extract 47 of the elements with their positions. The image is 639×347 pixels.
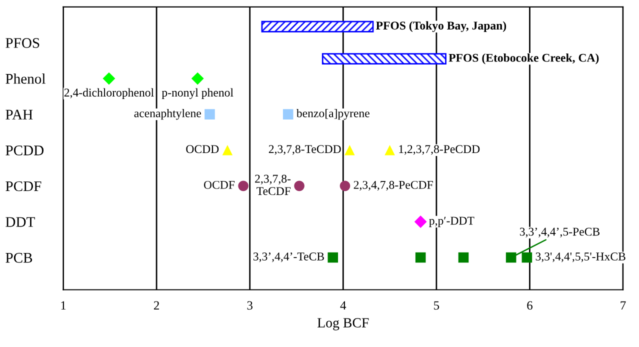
point — [191, 72, 204, 85]
point — [222, 144, 233, 156]
series-label: benzo[a]pyrene — [296, 108, 370, 120]
y-tick-label: PAH — [6, 110, 33, 120]
series-label: PFOS (Tokyo Bay, Japan) — [376, 21, 506, 32]
series-label: OCDF — [204, 180, 235, 189]
series-label: PFOS (Etobocoke Creek, CA) — [448, 53, 599, 64]
y-tick-label: DDT — [6, 217, 35, 227]
y-tick-label: PCDF — [6, 181, 42, 192]
y-tick-label: Phenol — [6, 73, 46, 84]
series-label: 1,2,3,7,8-PeCDD — [399, 145, 480, 155]
point — [328, 252, 338, 263]
point — [458, 252, 469, 263]
series-label: 2,3,7,8-TeCDD — [268, 145, 341, 155]
point — [414, 216, 427, 228]
point — [384, 144, 395, 156]
series-label: p-nonyl phenol — [162, 88, 234, 99]
point — [282, 109, 294, 120]
x-tick-label: 6 — [527, 301, 532, 310]
x-tick-label: 2 — [154, 301, 159, 310]
x-tick-label: 4 — [340, 301, 346, 310]
series-label: 2,3,7,8- TeCDF — [255, 174, 291, 196]
series-label: 2,4-dichlorophenol — [64, 88, 154, 99]
point — [506, 252, 516, 263]
y-tick-label: PCDD — [6, 146, 44, 156]
x-axis-title: Log BCF — [317, 318, 369, 330]
x-tick-label: 7 — [620, 301, 626, 310]
point — [344, 144, 355, 156]
y-tick-label: PFOS — [6, 38, 40, 48]
x-tick-label: 3 — [247, 301, 252, 310]
x-tick-label: 5 — [434, 301, 440, 310]
series-label: 3,3’,4,4’,5-PeCB — [520, 228, 600, 238]
point — [415, 252, 426, 263]
series-label: 3,3’,4,4’-TeCB — [253, 252, 324, 262]
point — [238, 180, 248, 192]
y-tick-label: PCB — [6, 252, 32, 263]
point — [204, 109, 215, 120]
x-tick-label: 1 — [61, 301, 66, 310]
point — [102, 72, 116, 85]
point — [294, 180, 304, 192]
point — [522, 252, 532, 263]
series-label: acenaphtylene — [134, 108, 201, 120]
series-label: 2,3,4,7,8-PeCDF — [354, 180, 433, 191]
point — [340, 180, 350, 192]
series-label: p,p′-DDT — [429, 216, 474, 228]
series-label: 3,3',4,4',5,5'-HxCB — [536, 252, 626, 262]
series-label: OCDD — [186, 145, 219, 154]
